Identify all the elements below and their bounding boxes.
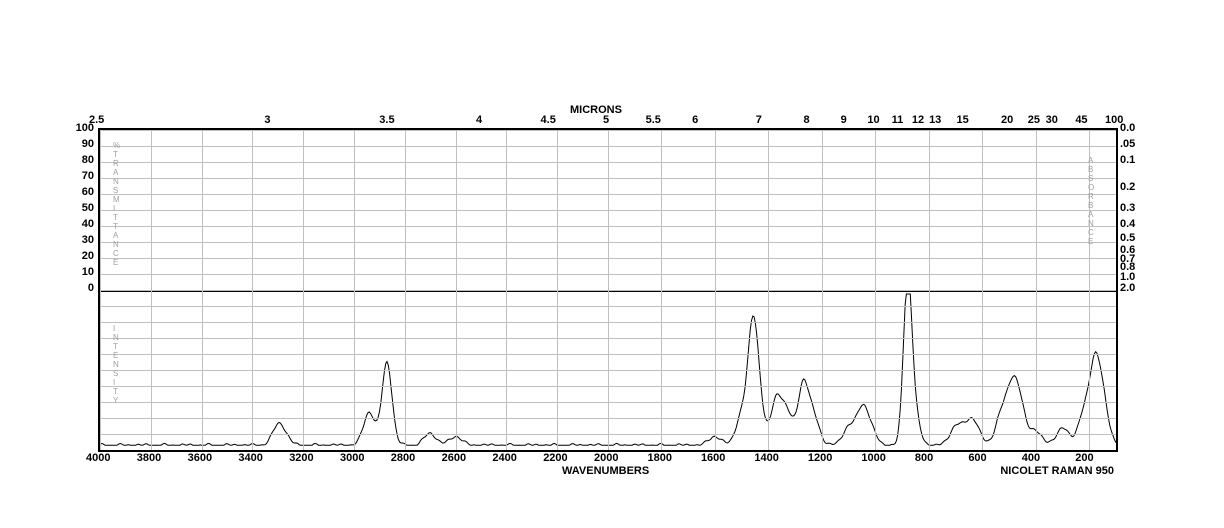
right-tick-label: 0.4 — [1120, 218, 1135, 230]
bottom-tick-label: 3200 — [289, 452, 313, 464]
left-tick-label: 70 — [82, 170, 94, 182]
left-tick-label: 100 — [76, 122, 94, 134]
bottom-tick-label: 3600 — [188, 452, 212, 464]
gridline-horizontal — [100, 258, 1116, 259]
gridline-horizontal — [100, 354, 1116, 355]
top-tick-label: 9 — [841, 114, 847, 126]
gridline-horizontal — [100, 162, 1116, 163]
bottom-tick-label: 2000 — [594, 452, 618, 464]
bottom-tick-label: 3000 — [340, 452, 364, 464]
left-tick-label: 90 — [82, 138, 94, 150]
bottom-tick-label: 200 — [1075, 452, 1093, 464]
top-tick-label: 4.5 — [541, 114, 556, 126]
bottom-tick-label: 2400 — [492, 452, 516, 464]
bottom-tick-label: 800 — [915, 452, 933, 464]
gridline-horizontal — [100, 418, 1116, 419]
left-tick-label: 0 — [88, 282, 94, 294]
left-tick-label: 10 — [82, 266, 94, 278]
top-tick-label: 15 — [956, 114, 968, 126]
top-tick-label: 8 — [804, 114, 810, 126]
left-tick-label: 60 — [82, 186, 94, 198]
gridline-horizontal — [100, 322, 1116, 323]
gridline-horizontal — [100, 306, 1116, 307]
gridline-horizontal — [100, 178, 1116, 179]
gridline-horizontal — [100, 274, 1116, 275]
top-tick-label: 10 — [867, 114, 879, 126]
gridline-horizontal — [100, 370, 1116, 371]
top-tick-label: 4 — [476, 114, 482, 126]
top-tick-label: 5.5 — [646, 114, 661, 126]
top-tick-label: 45 — [1075, 114, 1087, 126]
bottom-tick-label: 1000 — [861, 452, 885, 464]
bottom-tick-label: 600 — [968, 452, 986, 464]
right-tick-label: 2.0 — [1120, 282, 1135, 294]
gridline-horizontal — [100, 434, 1116, 435]
bottom-tick-label: 2800 — [391, 452, 415, 464]
top-tick-label: 12 — [912, 114, 924, 126]
top-tick-label: 5 — [603, 114, 609, 126]
right-tick-label: 0.5 — [1120, 232, 1135, 244]
plot-area — [98, 128, 1118, 452]
top-tick-label: 6 — [692, 114, 698, 126]
gridline-horizontal — [100, 130, 1116, 131]
gridline-horizontal — [100, 338, 1116, 339]
bottom-tick-label: 1200 — [808, 452, 832, 464]
top-tick-label: 7 — [756, 114, 762, 126]
bottom-tick-label: 2200 — [543, 452, 567, 464]
gridline-horizontal — [100, 146, 1116, 147]
transmittance-label: %TRANSMITTANCE — [113, 141, 121, 267]
gridline-horizontal — [100, 386, 1116, 387]
top-tick-label: 11 — [892, 114, 904, 126]
intensity-label: INTENSITY — [113, 324, 119, 405]
gridline-horizontal — [100, 194, 1116, 195]
right-tick-label: 0.0 — [1120, 122, 1135, 134]
bottom-tick-label: 3800 — [137, 452, 161, 464]
left-tick-label: 50 — [82, 202, 94, 214]
bottom-tick-label: 1400 — [754, 452, 778, 464]
gridline-horizontal — [100, 226, 1116, 227]
bottom-tick-label: 1600 — [701, 452, 725, 464]
bottom-axis-title: WAVENUMBERS — [562, 465, 649, 477]
bottom-tick-label: 3400 — [238, 452, 262, 464]
bottom-tick-label: 4000 — [86, 452, 110, 464]
gridline-horizontal — [100, 402, 1116, 403]
top-tick-label: 20 — [1001, 114, 1013, 126]
top-tick-label: 25 — [1028, 114, 1040, 126]
right-tick-label: 0.2 — [1120, 181, 1135, 193]
instrument-label: NICOLET RAMAN 950 — [1000, 465, 1114, 477]
right-tick-label: 1.0 — [1120, 271, 1135, 283]
left-tick-label: 40 — [82, 218, 94, 230]
absorbance-label: ABSORBANCE — [1088, 156, 1095, 246]
left-tick-label: 20 — [82, 250, 94, 262]
left-tick-label: 30 — [82, 234, 94, 246]
top-tick-label: 3 — [264, 114, 270, 126]
left-tick-label: 80 — [82, 154, 94, 166]
right-tick-label: .05 — [1120, 138, 1135, 150]
top-tick-label: 30 — [1046, 114, 1058, 126]
top-tick-label: 3.5 — [379, 114, 394, 126]
bottom-tick-label: 2600 — [442, 452, 466, 464]
top-tick-label: 13 — [929, 114, 941, 126]
gridline-horizontal — [100, 242, 1116, 243]
top-axis-title: MICRONS — [570, 104, 622, 116]
gridline-horizontal — [100, 210, 1116, 211]
right-tick-label: 0.1 — [1120, 154, 1135, 166]
right-tick-label: 0.3 — [1120, 202, 1135, 214]
bottom-tick-label: 400 — [1022, 452, 1040, 464]
bottom-tick-label: 1800 — [647, 452, 671, 464]
gridline-horizontal — [100, 290, 1116, 291]
